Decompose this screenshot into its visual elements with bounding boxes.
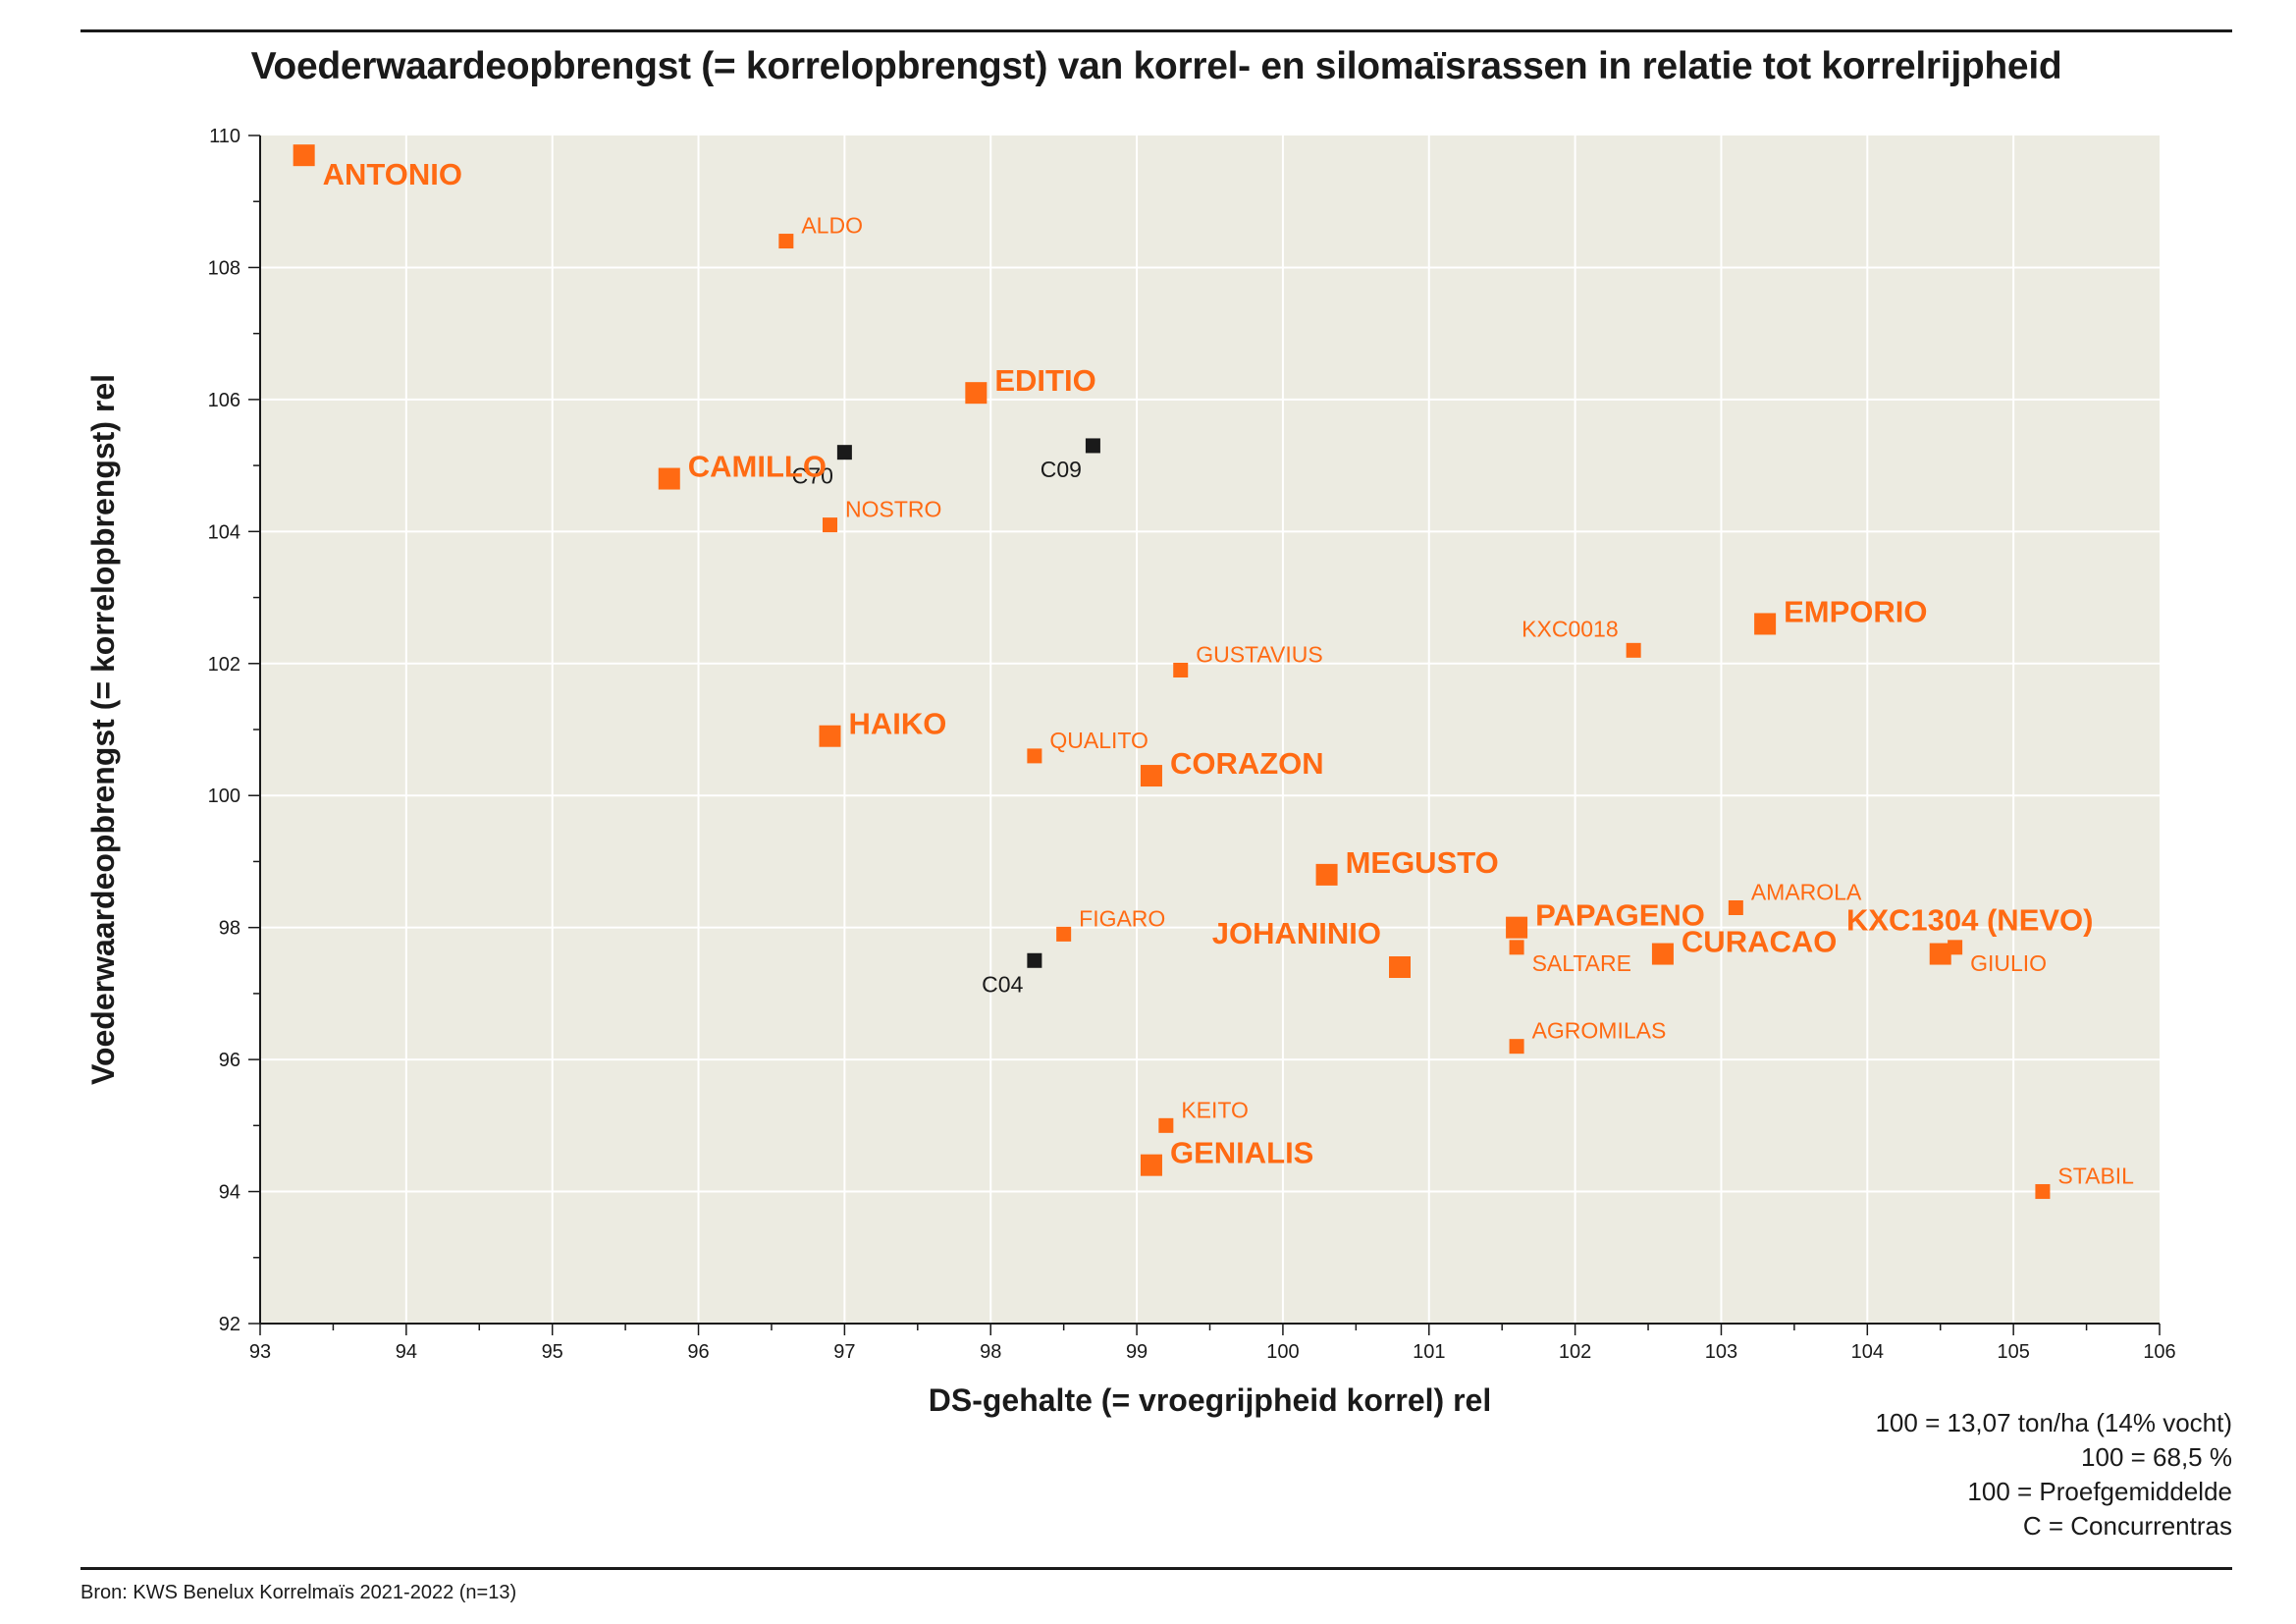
data-label: CORAZON xyxy=(1170,746,1324,781)
x-tick-label: 104 xyxy=(1851,1341,1884,1363)
data-point xyxy=(293,144,315,167)
y-tick-label: 108 xyxy=(208,257,240,279)
bottom-rule xyxy=(80,1567,2232,1570)
x-tick-label: 97 xyxy=(833,1341,855,1363)
data-point xyxy=(778,234,794,249)
data-point xyxy=(1085,438,1100,454)
data-point xyxy=(1929,943,1951,965)
x-tick-label: 96 xyxy=(687,1341,709,1363)
data-label: FIGARO xyxy=(1079,905,1165,931)
data-point xyxy=(1315,863,1338,886)
data-label: KXC0018 xyxy=(1522,616,1618,641)
data-labels: ANTONIO ALDO EDITIO C70 C09 CAMILLO NOSTRO EMPO… xyxy=(323,157,2135,1188)
source-note: Bron: KWS Benelux Korrelmaïs 2021-2022 (… xyxy=(80,1582,517,1603)
data-point xyxy=(1027,748,1042,764)
x-tick-label: 100 xyxy=(1266,1341,1299,1363)
y-tick-label: 102 xyxy=(208,654,240,676)
data-label: MEGUSTO xyxy=(1346,845,1499,880)
data-point xyxy=(836,445,852,460)
x-tick-label: 93 xyxy=(249,1341,271,1363)
data-point xyxy=(1506,916,1528,939)
data-label: AMAROLA xyxy=(1751,880,1862,905)
note-line: 100 = 13,07 ton/ha (14% vocht) xyxy=(1875,1408,2232,1437)
data-point xyxy=(1754,613,1777,635)
data-label: GENIALIS xyxy=(1170,1136,1313,1170)
data-point xyxy=(1140,765,1162,787)
data-label: ALDO xyxy=(801,213,863,239)
y-tick-label: 96 xyxy=(219,1050,240,1071)
data-point xyxy=(1626,642,1641,658)
y-tick-label: 92 xyxy=(219,1314,240,1335)
data-label: CURACAO xyxy=(1682,925,1837,959)
x-tick-label: 106 xyxy=(2143,1341,2175,1363)
x-tick-label: 103 xyxy=(1705,1341,1737,1363)
data-point xyxy=(819,725,841,747)
data-point xyxy=(1140,1154,1162,1176)
x-tick-label: 105 xyxy=(1997,1341,2029,1363)
data-label: PAPAGENO xyxy=(1535,898,1705,933)
data-point xyxy=(1651,943,1674,965)
data-label: GIULIO xyxy=(1970,950,2047,976)
data-label: STABIL xyxy=(2057,1164,2134,1189)
note-line: 100 = Proefgemiddelde xyxy=(1967,1477,2232,1506)
x-tick-label: 94 xyxy=(396,1341,417,1363)
data-label: C09 xyxy=(1041,457,1082,482)
chart-title: Voederwaardeopbrengst (= korrelopbrengst… xyxy=(250,45,2062,87)
data-point xyxy=(823,517,837,533)
data-label: KXC1304 (NEVO) xyxy=(1846,903,2094,938)
y-tick-label: 100 xyxy=(208,785,240,807)
data-label: NOSTRO xyxy=(845,497,941,522)
y-tick-label: 104 xyxy=(208,521,240,543)
data-point xyxy=(1389,956,1411,978)
data-point xyxy=(1056,926,1072,942)
chart-notes: 100 = 13,07 ton/ha (14% vocht) 100 = 68,… xyxy=(1875,1406,2232,1543)
y-tick-label: 98 xyxy=(219,918,240,940)
plot-area xyxy=(260,135,2160,1324)
axes: 93 94 95 96 97 98 99 100 101 102 103 104 105 106 92 94 9… xyxy=(208,126,2176,1363)
y-axis-title: Voederwaardeopbrengst (= korrelopbrengst… xyxy=(85,374,121,1085)
y-tick-label: 110 xyxy=(209,126,240,147)
data-label: EDITIO xyxy=(994,363,1095,398)
data-label: EMPORIO xyxy=(1784,594,1927,628)
data-point xyxy=(965,382,988,405)
data-label: C04 xyxy=(982,971,1023,997)
data-label: QUALITO xyxy=(1049,728,1148,753)
data-label: SALTARE xyxy=(1532,950,1631,976)
data-label: GUSTAVIUS xyxy=(1196,642,1323,668)
data-point xyxy=(1509,940,1524,955)
data-label: KEITO xyxy=(1181,1097,1249,1122)
y-tick-label: 94 xyxy=(219,1182,240,1204)
data-label: CAMILLO xyxy=(688,450,827,484)
data-point xyxy=(1728,900,1743,915)
note-line: C = Concurrentras xyxy=(2022,1511,2232,1541)
note-line: 100 = 68,5 % xyxy=(2081,1442,2232,1472)
data-point xyxy=(1158,1117,1174,1133)
data-points xyxy=(293,144,2051,1200)
y-tick-label: 106 xyxy=(208,390,240,411)
data-label: C70 xyxy=(792,463,833,489)
data-label: JOHANINIO xyxy=(1212,916,1381,950)
data-label: ANTONIO xyxy=(323,157,462,191)
top-rule xyxy=(80,29,2232,32)
x-tick-label: 98 xyxy=(980,1341,1001,1363)
x-tick-label: 102 xyxy=(1559,1341,1591,1363)
data-point xyxy=(1173,663,1189,677)
x-axis-title: DS-gehalte (= vroegrijpheid korrel) rel xyxy=(929,1382,1491,1418)
data-point xyxy=(1509,1039,1524,1055)
data-label: HAIKO xyxy=(849,707,947,741)
data-point xyxy=(1948,940,1963,955)
x-tick-label: 99 xyxy=(1126,1341,1148,1363)
grid-lines xyxy=(260,135,2160,1324)
x-tick-label: 95 xyxy=(542,1341,563,1363)
data-label: AGROMILAS xyxy=(1532,1018,1667,1044)
data-point xyxy=(1027,952,1042,968)
x-tick-label: 101 xyxy=(1413,1341,1445,1363)
data-point xyxy=(2035,1184,2051,1200)
data-point xyxy=(658,467,680,490)
